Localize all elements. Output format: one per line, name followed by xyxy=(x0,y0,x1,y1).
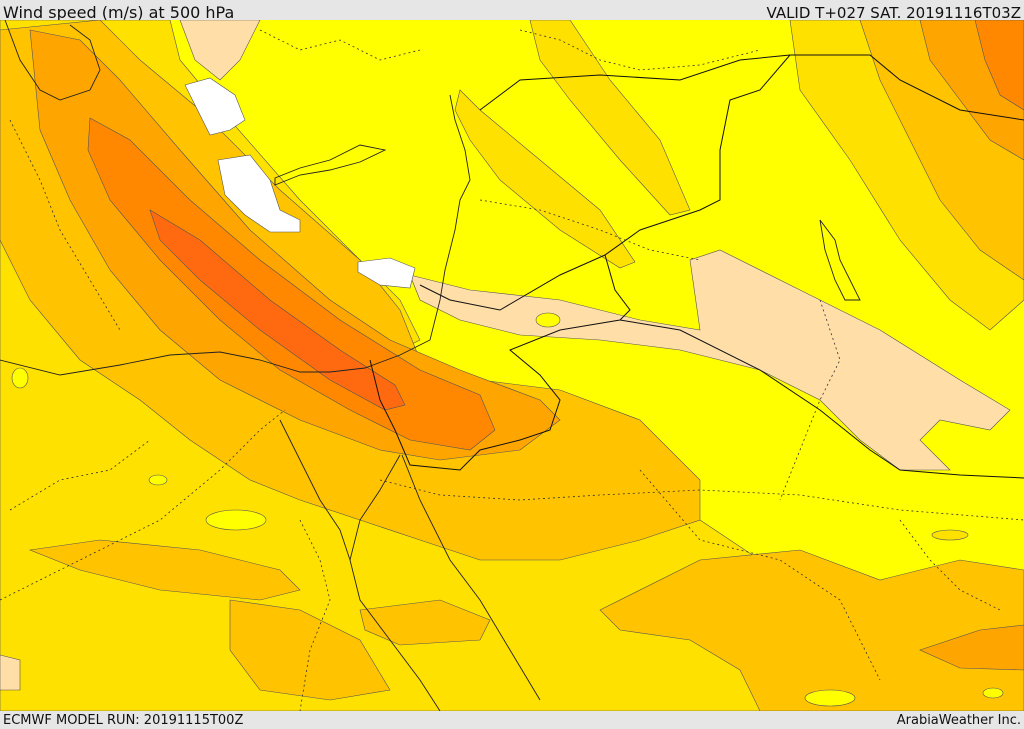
wind-speed-map xyxy=(0,20,1024,711)
pocket-2 xyxy=(205,509,267,531)
country-borders xyxy=(369,54,1024,479)
map-footer: ECMWF MODEL RUN: 20191115T00Z ArabiaWeat… xyxy=(0,711,1024,729)
band-orange-light-southeast xyxy=(919,624,1024,671)
band-amber-south-b xyxy=(229,599,391,701)
band-red-orange-core xyxy=(149,209,406,411)
calm-area-aegean xyxy=(184,77,246,136)
pocket-3 xyxy=(148,474,168,486)
coastlines xyxy=(0,20,861,711)
band-amber-south-c xyxy=(359,599,491,646)
credit-label: ArabiaWeather Inc. xyxy=(896,713,1021,728)
pocket-6 xyxy=(982,687,1004,699)
pocket-7 xyxy=(931,529,969,541)
band-orange xyxy=(87,117,496,451)
model-run-label: ECMWF MODEL RUN: 20191115T00Z xyxy=(3,713,244,728)
map-title: Wind speed (m/s) at 500 hPa xyxy=(3,3,235,22)
map-header: Wind speed (m/s) at 500 hPa VALID T+027 … xyxy=(0,0,1024,22)
admin-borders xyxy=(0,29,1024,711)
band-gold-ridge-a xyxy=(529,20,691,216)
band-tan-northwest xyxy=(179,20,261,81)
band-tan-east xyxy=(409,249,1011,471)
band-gold-ridge-b xyxy=(454,89,636,269)
band-tan-northwest-small xyxy=(0,654,21,691)
pocket-5 xyxy=(804,689,856,707)
band-amber-southeast xyxy=(599,549,1024,711)
band-orange-corner xyxy=(974,20,1024,111)
band-orange-light xyxy=(29,29,561,461)
calm-area-cyprus-sea xyxy=(217,154,301,233)
pocket-4 xyxy=(11,367,29,389)
pocket-1 xyxy=(535,312,561,328)
band-amber-south-a xyxy=(28,539,301,601)
valid-time: VALID T+027 SAT. 20191116T03Z xyxy=(766,4,1021,22)
calm-area-levant xyxy=(357,257,416,289)
